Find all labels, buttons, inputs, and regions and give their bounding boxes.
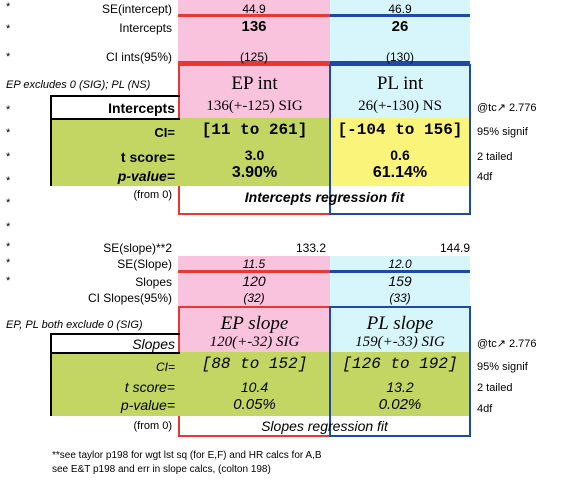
ep-top-bar2 <box>178 61 330 64</box>
pl-t-score: 0.6 <box>390 147 410 163</box>
ep-t-score: 3.0 <box>244 147 265 163</box>
pl-se-slope: 12.0 <box>388 257 412 271</box>
slopes-note: EP, PL both exclude 0 (SIG) <box>6 319 143 331</box>
slopes-t-note: 2 tailed <box>477 382 513 394</box>
ep-slope-row: 120(+-32) SIG <box>209 334 300 350</box>
slopes-p-note: 4df <box>477 403 493 415</box>
ci-slopes-label: CI Slopes(95%) <box>87 291 172 305</box>
star: * <box>6 51 11 63</box>
ci-rows-frame <box>50 118 180 186</box>
fit-white-band <box>180 186 469 213</box>
intercepts-note: EP excludes 0 (SIG); PL (NS) <box>6 79 151 91</box>
slopes-divider <box>329 352 331 435</box>
slopes-fit-label: Slopes regression fit <box>261 418 388 434</box>
ep-slope-value: 120 <box>242 273 266 289</box>
star: * <box>6 151 11 163</box>
footnote-2: see E&T p198 and err in slope calcs, (co… <box>52 464 271 475</box>
ep-slopes-column <box>178 256 330 306</box>
pl-slope-bar <box>330 270 470 273</box>
from-zero-label: (from 0) <box>133 189 173 201</box>
ep-se-slope: 11.5 <box>242 257 266 271</box>
star: * <box>6 275 11 287</box>
pl-slope-value: 159 <box>388 273 412 289</box>
se-slope-label: SE(Slope) <box>117 257 172 271</box>
ep-slope-ci-range: [88 to 152] <box>201 355 308 373</box>
slopes-fit-band <box>180 416 469 435</box>
ep-se-slope-sq: 133.2 <box>295 241 326 255</box>
ep-int-header: EP int <box>231 73 278 94</box>
ep-slope-bar <box>178 270 330 273</box>
ep-intercept-value: 136 <box>241 18 267 35</box>
star: * <box>6 221 11 233</box>
ep-ci-ints: (125) <box>239 50 268 64</box>
ep-slope-t: 10.4 <box>240 379 269 395</box>
ep-slope-p: 0.05% <box>233 396 276 413</box>
p-value-label: p-value= <box>117 168 175 184</box>
intercepts-fit-label: Intercepts regression fit <box>244 189 405 205</box>
ep-pl-divider <box>329 118 331 213</box>
footnote-1: **see taylor p198 for wgt lst sq (for E,… <box>52 450 322 461</box>
pl-slope-header: PL slope <box>366 313 434 334</box>
ci-ints-label: CI ints(95%) <box>105 50 172 64</box>
star: * <box>6 241 11 253</box>
se-slope-sq-label: SE(slope)**2 <box>103 241 172 255</box>
intercepts-row-frame <box>50 95 180 120</box>
pl-yellow-band <box>331 118 469 186</box>
slopes-green-band <box>50 352 469 416</box>
star: * <box>6 257 11 269</box>
pl-slope-t: 13.2 <box>386 379 414 395</box>
slopes-ci-note: 95% signif <box>477 361 528 373</box>
pl-intercepts-column <box>330 0 470 62</box>
pl-int-header: PL int <box>376 73 424 94</box>
t-score-label: t score= <box>120 149 175 165</box>
pl-top-bar <box>330 14 470 17</box>
pl-slopes-column <box>330 256 470 306</box>
slopes-row-label: Slopes <box>132 336 175 352</box>
star: * <box>6 23 11 35</box>
se-intercept-label: SE(intercept) <box>101 2 172 16</box>
ci-note: 95% signif <box>477 126 528 138</box>
ep-top-bar <box>178 14 330 17</box>
ep-intercept-row: 136(+-125) SIG <box>206 98 303 114</box>
ci-green-band <box>50 118 330 186</box>
pl-p-value: 61.14% <box>372 164 428 181</box>
pl-slope-p: 0.02% <box>378 396 422 413</box>
ep-slope-header: EP slope <box>220 313 289 334</box>
star: * <box>6 1 11 13</box>
pl-slope-row: 159(+-33) SIG <box>355 334 445 350</box>
ep-se-intercept: 44.9 <box>242 2 266 16</box>
slopes-row-frame <box>50 333 180 354</box>
p-note: 4df <box>477 171 493 183</box>
ep-ci-slopes: (32) <box>243 291 265 305</box>
pl-se-intercept: 46.9 <box>388 2 412 16</box>
star: * <box>6 104 11 116</box>
star: * <box>6 175 11 187</box>
slopes-ci-label: CI= <box>155 360 175 374</box>
ci-label: CI= <box>154 125 175 140</box>
intercepts-row-label: Intercepts <box>108 100 175 116</box>
slopes-from-zero: (from 0) <box>133 420 173 432</box>
pl-intercept-value: 26 <box>391 18 409 35</box>
pl-ci-slopes: (33) <box>389 291 411 305</box>
slopes-t-label: t score= <box>124 379 175 395</box>
ep-intercepts-column <box>178 0 330 62</box>
slopes-tc-note: @tc↗ 2.776 <box>477 338 537 350</box>
intercepts-label: Intercepts <box>119 21 172 35</box>
slopes-ci-frame <box>50 352 180 416</box>
pl-ci-ints: (130) <box>385 50 414 64</box>
pl-slope-ci-range: [126 to 192] <box>342 355 458 373</box>
star: * <box>6 197 11 209</box>
ep-p-value: 3.90% <box>231 164 278 181</box>
pl-top-bar2 <box>330 61 470 64</box>
ep-ci-range: [11 to 261] <box>201 121 308 139</box>
tc-note: @tc↗ 2.776 <box>477 102 537 114</box>
pl-ci-range: [-104 to 156] <box>337 121 463 139</box>
slopes-p-label: p-value= <box>120 397 175 413</box>
pl-se-slope-sq: 144.9 <box>439 241 470 255</box>
t-note: 2 tailed <box>477 151 513 163</box>
star: * <box>6 127 11 139</box>
slopes-label: Slopes <box>135 275 172 289</box>
pl-intercept-row: 26(+-130) NS <box>358 98 442 114</box>
